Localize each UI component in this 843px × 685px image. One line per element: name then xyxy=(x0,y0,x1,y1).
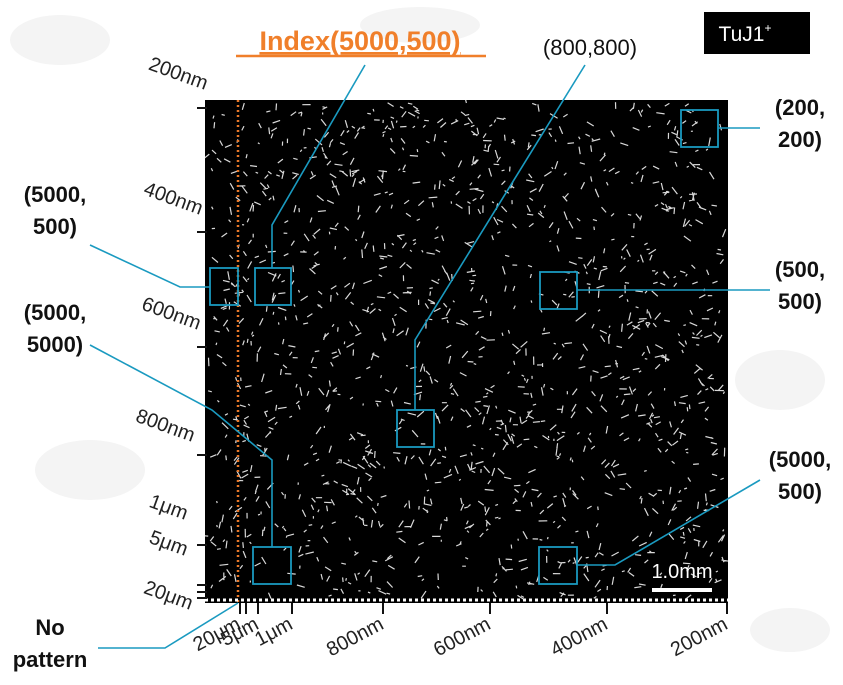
callout: (800,800) xyxy=(543,35,637,60)
x-tick-label: 800nm xyxy=(323,613,387,661)
y-tick-label: 600nm xyxy=(139,293,204,335)
x-tick-label: 1μm xyxy=(251,613,296,651)
y-tick-label: 5μm xyxy=(146,527,190,561)
callout: (5000, xyxy=(769,447,831,472)
callout: pattern xyxy=(13,647,88,672)
y-tick-label: 800nm xyxy=(133,405,198,447)
x-tick-label: 400nm xyxy=(547,613,611,661)
callout: (500, xyxy=(775,257,825,282)
callout: No xyxy=(35,615,64,640)
badge-text: TuJ1 xyxy=(719,23,765,46)
y-tick-label: 400nm xyxy=(141,178,206,220)
callout: (5000, xyxy=(24,300,86,325)
y-tick-label: 1μm xyxy=(146,491,190,525)
x-tick-label: 600nm xyxy=(430,613,494,661)
badge: TuJ1+ xyxy=(719,21,772,46)
callout: 500) xyxy=(778,479,822,504)
callout: 500) xyxy=(33,214,77,239)
y-tick-label: 200nm xyxy=(146,53,211,95)
badge-sup: + xyxy=(764,21,771,35)
leader-line xyxy=(90,245,210,287)
callout: (200, xyxy=(775,95,825,120)
x-tick-label: 200nm xyxy=(667,613,731,661)
callout: 5000) xyxy=(27,332,83,357)
callout: 200) xyxy=(778,127,822,152)
callout: 500) xyxy=(778,289,822,314)
y-tick-label: 20μm xyxy=(141,577,196,615)
callout: (5000, xyxy=(24,182,86,207)
scale-bar-label: 1.0mm xyxy=(651,561,712,583)
figure: TuJ1+ Index(5000,500) (800,800) (200, 20… xyxy=(0,0,843,685)
index-label: Index(5000,500) xyxy=(259,26,460,56)
